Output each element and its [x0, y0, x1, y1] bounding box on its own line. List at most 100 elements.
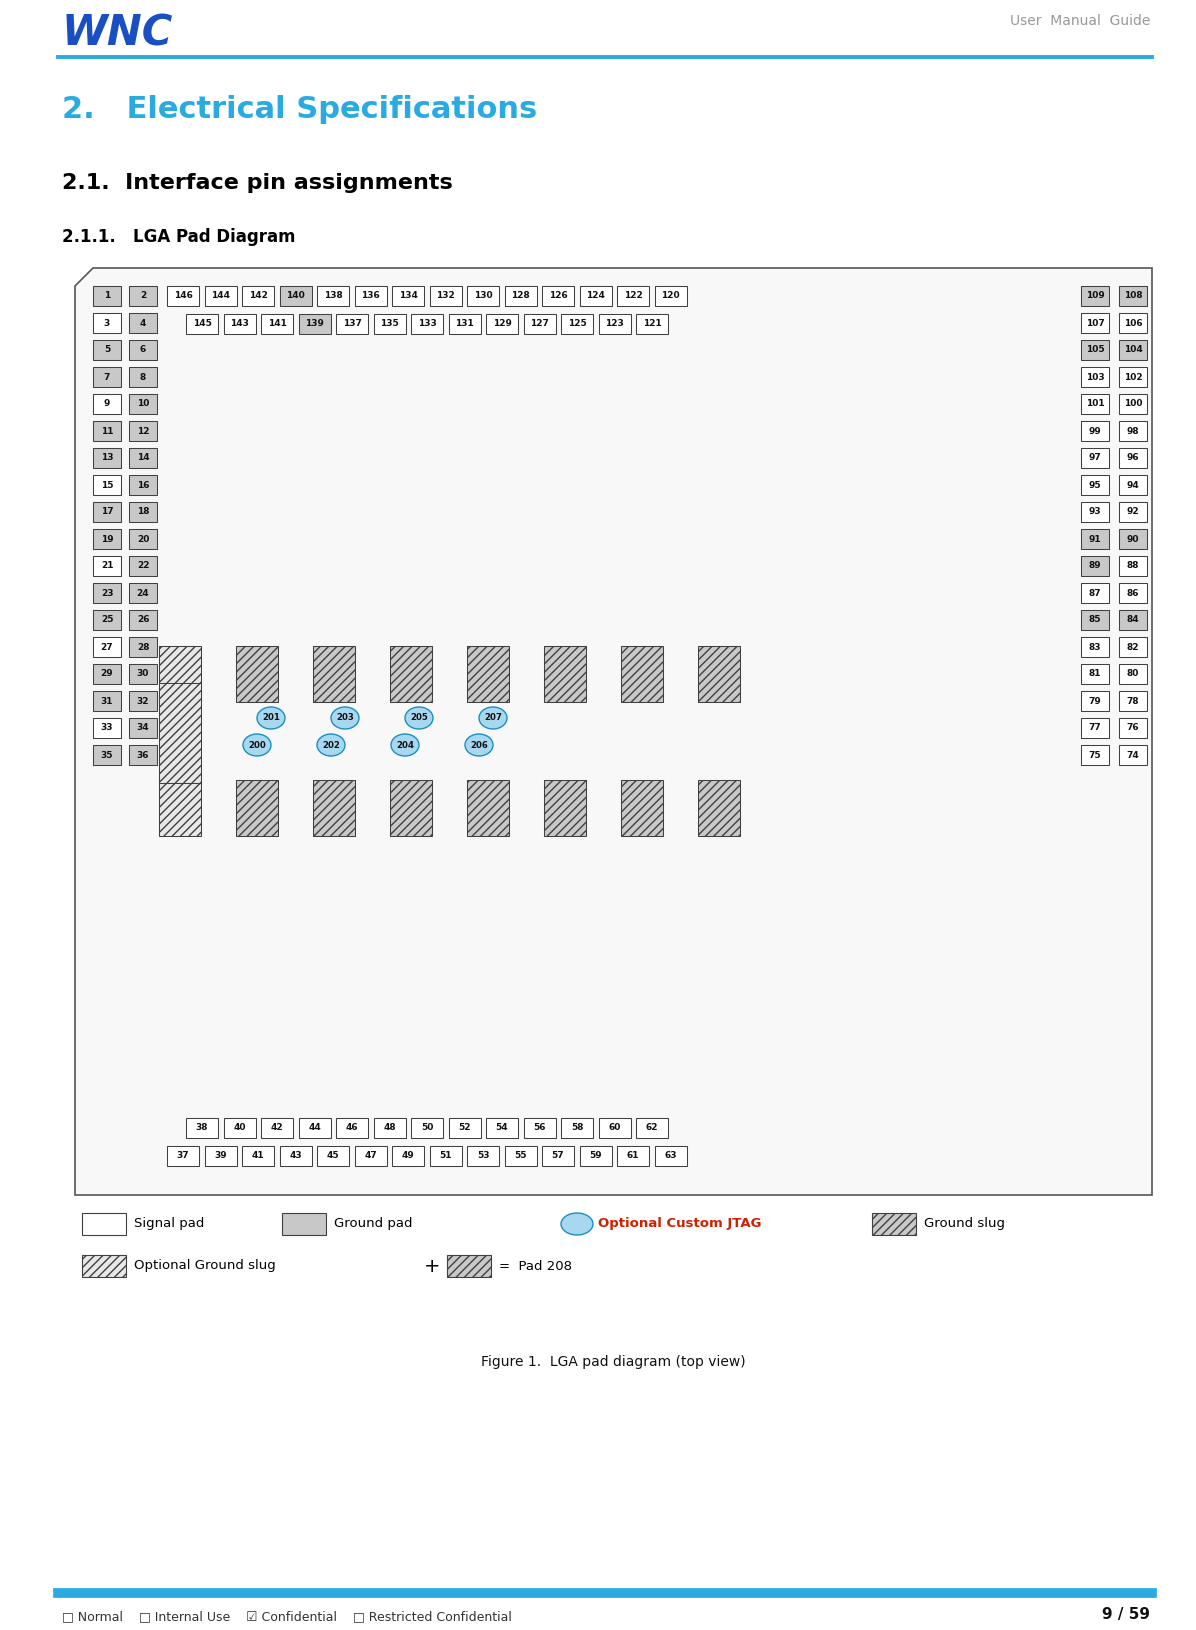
- Text: 32: 32: [136, 696, 150, 706]
- Bar: [373, 1118, 405, 1138]
- Bar: [698, 781, 740, 836]
- Text: 3: 3: [104, 318, 110, 328]
- Ellipse shape: [243, 734, 271, 756]
- Text: 136: 136: [361, 292, 380, 300]
- Text: 8: 8: [140, 373, 146, 381]
- Bar: [1081, 530, 1109, 549]
- Text: 13: 13: [100, 453, 114, 463]
- Text: 74: 74: [1127, 750, 1140, 760]
- Text: 28: 28: [136, 642, 150, 652]
- Bar: [159, 781, 201, 836]
- Bar: [1081, 448, 1109, 468]
- Bar: [448, 315, 481, 334]
- Bar: [129, 474, 157, 496]
- Text: 17: 17: [100, 507, 114, 517]
- Text: 25: 25: [100, 616, 114, 624]
- Text: 37: 37: [177, 1151, 189, 1161]
- Text: 22: 22: [136, 561, 150, 570]
- Bar: [317, 285, 349, 306]
- Text: 36: 36: [136, 750, 150, 760]
- Text: 14: 14: [136, 453, 150, 463]
- Text: 107: 107: [1086, 318, 1104, 328]
- Text: 10: 10: [136, 399, 150, 409]
- Text: 129: 129: [493, 319, 512, 329]
- Bar: [1119, 313, 1147, 333]
- Text: 202: 202: [322, 740, 340, 750]
- Bar: [486, 315, 518, 334]
- Text: 135: 135: [380, 319, 399, 329]
- Bar: [1081, 394, 1109, 414]
- Bar: [1119, 637, 1147, 657]
- Bar: [580, 1146, 611, 1165]
- Text: 44: 44: [309, 1123, 321, 1133]
- Bar: [282, 1213, 327, 1236]
- Text: =  Pad 208: = Pad 208: [499, 1260, 572, 1273]
- Text: 11: 11: [100, 427, 114, 435]
- Bar: [580, 285, 611, 306]
- Bar: [1119, 448, 1147, 468]
- Polygon shape: [75, 267, 1152, 1195]
- Text: 205: 205: [410, 714, 428, 722]
- Text: 100: 100: [1124, 399, 1142, 409]
- Text: 207: 207: [484, 714, 502, 722]
- Text: 77: 77: [1088, 724, 1102, 732]
- Text: 52: 52: [458, 1123, 471, 1133]
- Bar: [354, 285, 386, 306]
- Text: 35: 35: [100, 750, 114, 760]
- Bar: [93, 367, 121, 386]
- Ellipse shape: [561, 1213, 593, 1236]
- Bar: [392, 1146, 425, 1165]
- Text: 26: 26: [136, 616, 150, 624]
- Text: 48: 48: [383, 1123, 396, 1133]
- Bar: [129, 367, 157, 386]
- Text: 109: 109: [1086, 292, 1104, 300]
- Text: 59: 59: [590, 1151, 602, 1161]
- Bar: [544, 645, 586, 703]
- Text: 15: 15: [100, 481, 114, 489]
- Bar: [93, 421, 121, 442]
- Text: 55: 55: [514, 1151, 526, 1161]
- Bar: [698, 645, 740, 703]
- Bar: [261, 1118, 293, 1138]
- Bar: [636, 1118, 669, 1138]
- Bar: [242, 285, 274, 306]
- Bar: [429, 1146, 462, 1165]
- Bar: [83, 1213, 126, 1236]
- Text: 20: 20: [136, 535, 150, 543]
- Bar: [93, 691, 121, 711]
- Text: 42: 42: [270, 1123, 283, 1133]
- Text: 21: 21: [100, 561, 114, 570]
- Bar: [129, 421, 157, 442]
- Text: 23: 23: [100, 588, 114, 598]
- Text: 80: 80: [1127, 670, 1139, 678]
- Text: 101: 101: [1086, 399, 1104, 409]
- Text: 126: 126: [549, 292, 567, 300]
- Text: 86: 86: [1127, 588, 1140, 598]
- Text: 53: 53: [477, 1151, 489, 1161]
- Text: 27: 27: [100, 642, 114, 652]
- Bar: [1081, 717, 1109, 738]
- Text: 50: 50: [421, 1123, 433, 1133]
- Bar: [486, 1118, 518, 1138]
- Bar: [654, 285, 687, 306]
- Bar: [317, 1146, 349, 1165]
- Text: 105: 105: [1086, 346, 1104, 354]
- Text: 2: 2: [140, 292, 146, 300]
- Bar: [354, 1146, 386, 1165]
- Bar: [390, 781, 432, 836]
- Text: 63: 63: [664, 1151, 677, 1161]
- Text: 9 / 59: 9 / 59: [1102, 1607, 1151, 1622]
- Text: 81: 81: [1088, 670, 1102, 678]
- Bar: [93, 717, 121, 738]
- Bar: [1119, 556, 1147, 575]
- Text: 144: 144: [210, 292, 230, 300]
- Text: 2.1.1.   LGA Pad Diagram: 2.1.1. LGA Pad Diagram: [62, 228, 295, 246]
- Text: 108: 108: [1124, 292, 1142, 300]
- Text: WNC: WNC: [62, 11, 173, 54]
- Bar: [242, 1146, 274, 1165]
- Text: 88: 88: [1127, 561, 1140, 570]
- Bar: [336, 315, 368, 334]
- Text: 130: 130: [474, 292, 493, 300]
- Bar: [598, 1118, 630, 1138]
- Bar: [93, 556, 121, 575]
